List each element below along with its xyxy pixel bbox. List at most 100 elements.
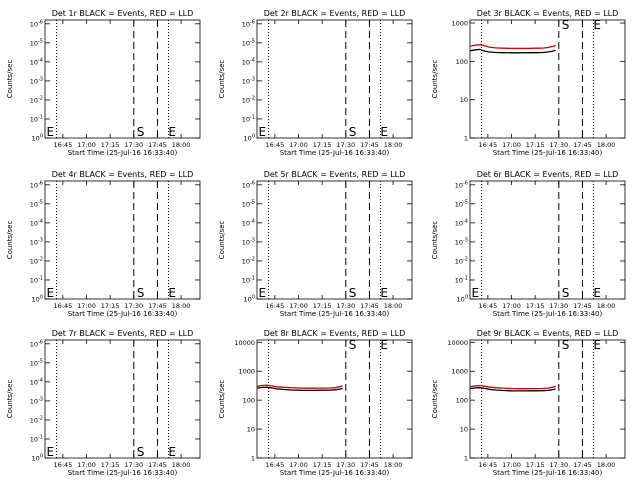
y-tick-label: 10 <box>247 426 255 434</box>
x-tick-label: 16:45 <box>53 461 72 469</box>
y-tick-label: 100 <box>32 134 43 143</box>
y-tick-label: 10-6 <box>242 180 255 189</box>
marker-e: E <box>593 338 601 352</box>
plot-frame <box>256 19 413 139</box>
x-tick-label: 17:15 <box>313 141 332 149</box>
marker-s: S <box>137 286 145 300</box>
plot-frame <box>469 19 626 139</box>
y-tick-label: 10-1 <box>242 114 255 123</box>
y-tick-label: 100 <box>457 295 468 304</box>
panel-det-5: Det 5r BLACK = Events, RED = LLD 16:45 17:… <box>218 170 413 318</box>
marker-s: S <box>562 338 570 352</box>
y-tick-label: 1 <box>464 135 468 143</box>
marker-e: E <box>472 286 480 300</box>
y-tick-label: 10-5 <box>242 38 255 47</box>
y-tick-label: 10-1 <box>30 434 43 443</box>
x-tick-label: 16:45 <box>265 461 284 469</box>
y-tick-label: 10-1 <box>242 275 255 284</box>
x-tick-label: 17:45 <box>148 141 167 149</box>
marker-e: E <box>380 338 388 352</box>
marker-s: S <box>137 125 145 139</box>
y-tick-label: 10-2 <box>30 95 43 104</box>
y-tick-label: 10-5 <box>30 358 43 367</box>
y-axis-label: Counts/sec <box>6 380 14 419</box>
y-tick-label: 10-6 <box>30 339 43 348</box>
panel-title: Det 5r BLACK = Events, RED = LLD <box>264 170 406 179</box>
x-axis-label: Start Time (25-Jul-16 16:33:40) <box>280 469 390 477</box>
x-tick-label: 17:30 <box>549 141 568 149</box>
y-tick-label: 100 <box>243 397 255 405</box>
x-tick-label: 18:00 <box>172 461 191 469</box>
y-tick-label: 10-2 <box>30 415 43 424</box>
marker-e: E <box>168 445 176 459</box>
x-tick-label: 17:15 <box>526 461 545 469</box>
y-tick-label: 10-4 <box>455 218 468 227</box>
y-tick-label: 100 <box>244 134 255 143</box>
panel-det-4: Det 4r BLACK = Events, RED = LLD 16:45 17:… <box>6 170 201 318</box>
x-tick-label: 18:00 <box>384 302 403 310</box>
y-tick-label: 10-6 <box>30 180 43 189</box>
x-tick-label: 17:00 <box>77 141 96 149</box>
y-tick-label: 100 <box>32 295 43 304</box>
plot-frame <box>44 180 201 300</box>
x-tick-label: 18:00 <box>597 302 616 310</box>
panel-title: Det 9r BLACK = Events, RED = LLD <box>477 329 619 338</box>
x-tick-label: 17:00 <box>289 302 308 310</box>
panel-det-7: Det 7r BLACK = Events, RED = LLD 16:45 17:… <box>6 329 201 477</box>
x-tick-label: 17:00 <box>77 461 96 469</box>
y-tick-label: 1000 <box>451 368 468 376</box>
plot-frame <box>469 339 626 459</box>
x-tick-label: 17:15 <box>526 141 545 149</box>
x-tick-label: 17:30 <box>549 302 568 310</box>
y-tick-label: 10-4 <box>30 57 43 66</box>
panel-title: Det 2r BLACK = Events, RED = LLD <box>264 9 406 18</box>
marker-e: E <box>168 286 176 300</box>
x-tick-label: 16:45 <box>53 302 72 310</box>
x-tick-label: 17:30 <box>549 461 568 469</box>
y-tick-label: 1 <box>464 455 468 463</box>
x-axis-label: Start Time (25-Jul-16 16:33:40) <box>280 310 390 318</box>
y-axis-label: Counts/sec <box>6 221 14 260</box>
x-tick-label: 17:30 <box>336 302 355 310</box>
x-tick-label: 16:45 <box>265 141 284 149</box>
x-tick-label: 18:00 <box>597 461 616 469</box>
x-tick-label: 17:45 <box>360 141 379 149</box>
plot-frame <box>469 180 626 300</box>
y-tick-label: 100 <box>456 397 468 405</box>
y-axis-label: Counts/sec <box>6 60 14 99</box>
x-tick-label: 17:15 <box>313 461 332 469</box>
marker-e: E <box>593 18 601 32</box>
x-tick-label: 17:00 <box>502 302 521 310</box>
x-tick-label: 17:15 <box>526 302 545 310</box>
y-tick-label: 10-3 <box>30 237 43 246</box>
y-tick-label: 1 <box>251 455 255 463</box>
y-tick-label: 10 <box>460 426 468 434</box>
x-tick-label: 17:00 <box>289 141 308 149</box>
y-axis-label: Counts/sec <box>218 380 226 419</box>
plot-frame <box>256 180 413 300</box>
panel-det-1: Det 1r BLACK = Events, RED = LLD 16:45 17:… <box>6 9 201 157</box>
x-axis-label: Start Time (25-Jul-16 16:33:40) <box>493 310 603 318</box>
plot-frame <box>44 19 201 139</box>
marker-s: S <box>137 445 145 459</box>
x-axis-label: Start Time (25-Jul-16 16:33:40) <box>493 469 603 477</box>
marker-e: E <box>168 125 176 139</box>
y-tick-label: 10-4 <box>30 377 43 386</box>
series-events <box>470 387 556 392</box>
x-tick-label: 17:00 <box>502 141 521 149</box>
panel-title: Det 8r BLACK = Events, RED = LLD <box>264 329 406 338</box>
y-tick-label: 10-6 <box>30 19 43 28</box>
y-tick-label: 10-1 <box>30 114 43 123</box>
marker-e: E <box>259 125 267 139</box>
marker-s: S <box>349 338 357 352</box>
y-tick-label: 10-2 <box>242 95 255 104</box>
x-tick-label: 18:00 <box>597 141 616 149</box>
x-tick-label: 18:00 <box>172 141 191 149</box>
marker-s: S <box>562 18 570 32</box>
y-axis-label: Counts/sec <box>431 221 439 260</box>
y-tick-label: 10-5 <box>242 199 255 208</box>
marker-e: E <box>380 286 388 300</box>
y-tick-label: 10-6 <box>455 180 468 189</box>
